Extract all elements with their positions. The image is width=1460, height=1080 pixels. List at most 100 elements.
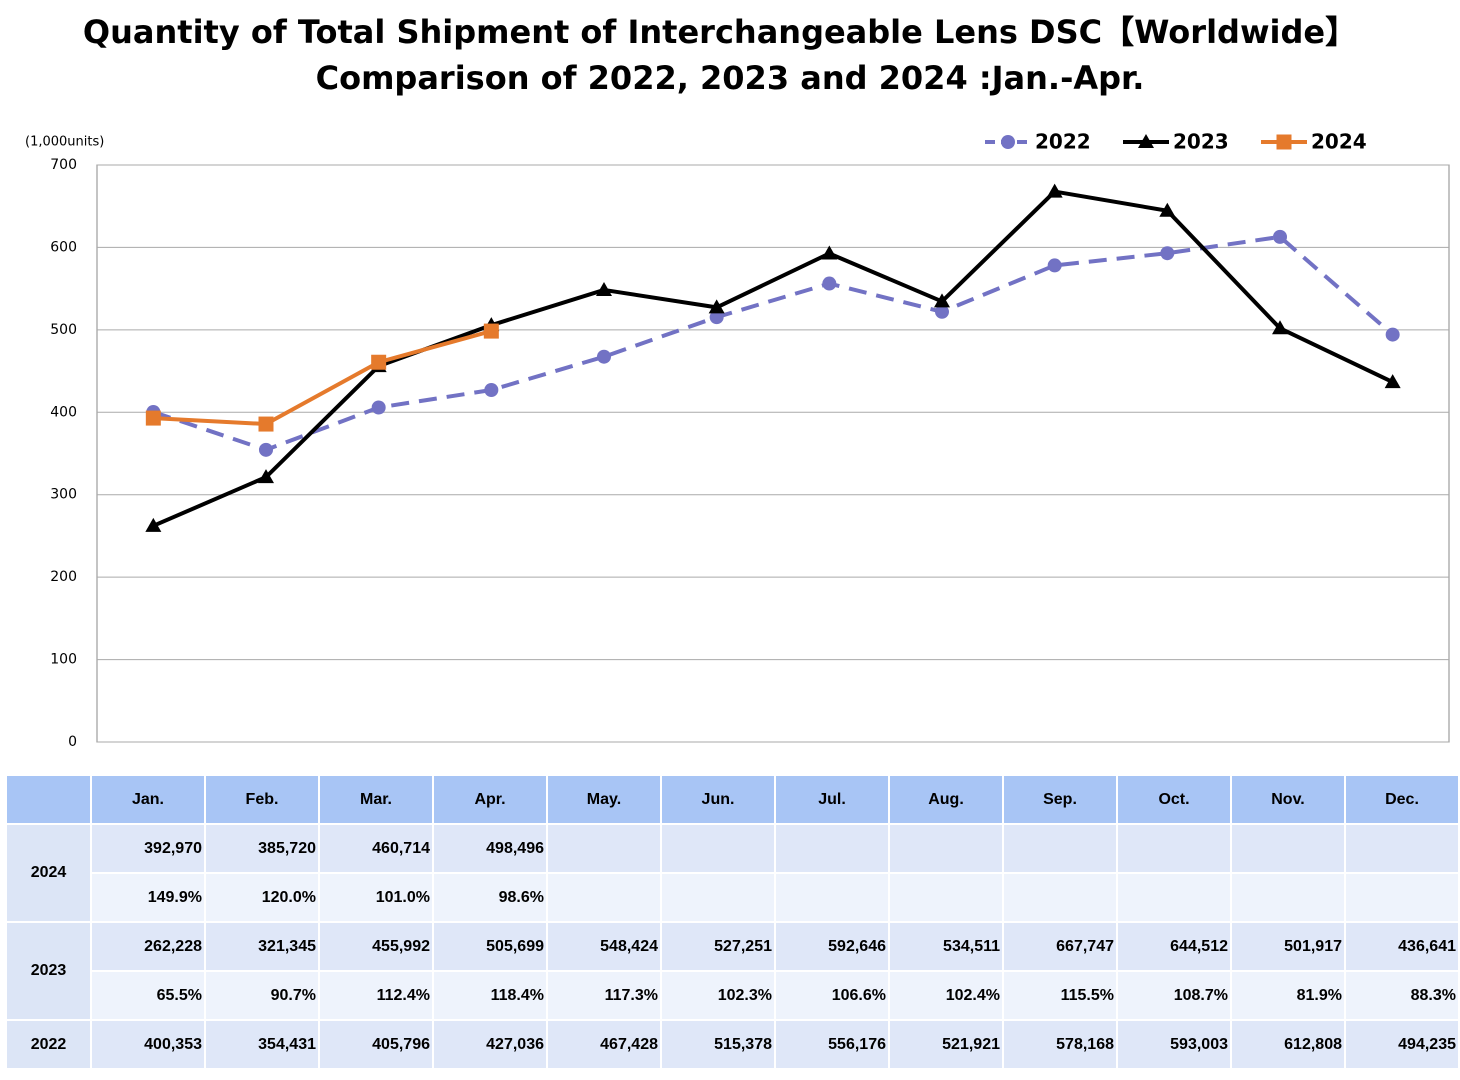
chart-subtitle: Comparison of 2022, 2023 and 2024 :Jan.-… bbox=[316, 59, 1145, 97]
marker bbox=[371, 400, 386, 415]
table-cell bbox=[776, 825, 888, 872]
marker bbox=[371, 354, 387, 370]
table-cell: 501,917 bbox=[1232, 923, 1344, 970]
table-cell bbox=[548, 874, 660, 921]
table-cell: 120.0% bbox=[206, 874, 318, 921]
table-cell bbox=[662, 825, 774, 872]
marker bbox=[258, 416, 274, 432]
table-cell: 392,970 bbox=[92, 825, 204, 872]
table-cell: 505,699 bbox=[434, 923, 546, 970]
month-header: May. bbox=[548, 776, 660, 823]
table-cell bbox=[1118, 874, 1230, 921]
series bbox=[145, 323, 499, 432]
y-tick-label: 300 bbox=[50, 487, 77, 503]
table-cell: 106.6% bbox=[776, 972, 888, 1019]
table-cell bbox=[1232, 874, 1344, 921]
marker bbox=[1160, 246, 1175, 261]
marker bbox=[1384, 374, 1401, 389]
table-cell bbox=[1346, 825, 1458, 872]
marker bbox=[1159, 202, 1176, 217]
series-line bbox=[153, 329, 492, 427]
marker bbox=[822, 276, 837, 291]
month-header: Dec. bbox=[1346, 776, 1458, 823]
table-cell: 65.5% bbox=[92, 972, 204, 1019]
marker bbox=[258, 469, 274, 484]
table-cell: 592,646 bbox=[776, 923, 888, 970]
table-cell: 644,512 bbox=[1118, 923, 1230, 970]
table-cell: 102.3% bbox=[662, 972, 774, 1019]
month-header: Nov. bbox=[1232, 776, 1344, 823]
marker bbox=[145, 517, 162, 532]
table-cell: 494,235 bbox=[1346, 1021, 1458, 1068]
table-cell: 117.3% bbox=[548, 972, 660, 1019]
marker bbox=[1273, 229, 1287, 244]
marker bbox=[484, 383, 499, 398]
month-header: Jun. bbox=[662, 776, 774, 823]
table-row: 2023 262,228 321,345 455,992 505,699 548,424 5… bbox=[7, 923, 1458, 1019]
marker bbox=[935, 304, 949, 319]
table-cell bbox=[890, 825, 1002, 872]
table-cell: 556,176 bbox=[776, 1021, 888, 1068]
marker bbox=[1138, 134, 1154, 148]
table-cell bbox=[548, 825, 660, 872]
year-label: 2022 bbox=[7, 1021, 90, 1068]
table-cell: 521,921 bbox=[890, 1021, 1002, 1068]
corner-cell bbox=[7, 776, 90, 823]
table-row: 65.5% 90.7% 112.4% 118.4% 117.3% 102.3% 106.6%… bbox=[7, 972, 1458, 1019]
data-table: Jan. Feb. Mar. Apr. May. Jun. Jul. Aug. Sep. Oct.… bbox=[5, 774, 1460, 1070]
table-cell: 527,251 bbox=[662, 923, 774, 970]
year-label: 2024 bbox=[7, 825, 90, 921]
table-cell bbox=[1232, 825, 1344, 872]
table-cell bbox=[776, 874, 888, 921]
table-cell: 405,796 bbox=[320, 1021, 432, 1068]
marker bbox=[934, 293, 950, 308]
y-tick-label: 700 bbox=[50, 157, 77, 173]
table-cell: 578,168 bbox=[1004, 1021, 1116, 1068]
legend-label: 2022 bbox=[1035, 130, 1091, 154]
y-tick-label: 500 bbox=[50, 322, 77, 338]
marker bbox=[1272, 320, 1288, 335]
year-label: 2023 bbox=[7, 923, 90, 1019]
marker bbox=[1046, 183, 1063, 198]
table-row: 2022 400,353 354,431 405,796 427,036 467,428 5… bbox=[7, 1021, 1458, 1068]
y-tick-label: 600 bbox=[50, 239, 77, 255]
marker bbox=[709, 310, 724, 325]
table-cell bbox=[1004, 825, 1116, 872]
table-row: 149.9% 120.0% 101.0% 98.6% bbox=[7, 874, 1458, 921]
marker bbox=[821, 245, 838, 260]
table-cell bbox=[1118, 825, 1230, 872]
month-header: Feb. bbox=[206, 776, 318, 823]
marker bbox=[483, 323, 499, 339]
table-cell: 427,036 bbox=[434, 1021, 546, 1068]
month-header: Oct. bbox=[1118, 776, 1230, 823]
month-header: Sep. bbox=[1004, 776, 1116, 823]
series bbox=[145, 183, 1401, 532]
table-cell: 385,720 bbox=[206, 825, 318, 872]
table-cell: 149.9% bbox=[92, 874, 204, 921]
y-tick-label: 200 bbox=[50, 569, 77, 585]
table-cell: 81.9% bbox=[1232, 972, 1344, 1019]
month-header: Mar. bbox=[320, 776, 432, 823]
table-cell: 102.4% bbox=[890, 972, 1002, 1019]
marker bbox=[145, 410, 161, 426]
table-cell: 115.5% bbox=[1004, 972, 1116, 1019]
table-cell: 460,714 bbox=[320, 825, 432, 872]
table-cell: 548,424 bbox=[548, 923, 660, 970]
table-cell: 455,992 bbox=[320, 923, 432, 970]
y-tick-label: 100 bbox=[50, 652, 77, 668]
table-cell: 112.4% bbox=[320, 972, 432, 1019]
axis-unit: (1,000units) bbox=[25, 135, 104, 150]
chart-title: Quantity of Total Shipment of Interchang… bbox=[83, 13, 1357, 51]
table-cell: 262,228 bbox=[92, 923, 204, 970]
table-cell: 667,747 bbox=[1004, 923, 1116, 970]
table-cell: 436,641 bbox=[1346, 923, 1458, 970]
table-cell bbox=[1004, 874, 1116, 921]
series bbox=[146, 229, 1400, 457]
table-cell: 593,003 bbox=[1118, 1021, 1230, 1068]
marker bbox=[596, 281, 612, 296]
table-cell bbox=[1346, 874, 1458, 921]
table-cell: 515,378 bbox=[662, 1021, 774, 1068]
table-cell: 534,511 bbox=[890, 923, 1002, 970]
table-cell: 498,496 bbox=[434, 825, 546, 872]
marker bbox=[1047, 258, 1062, 273]
